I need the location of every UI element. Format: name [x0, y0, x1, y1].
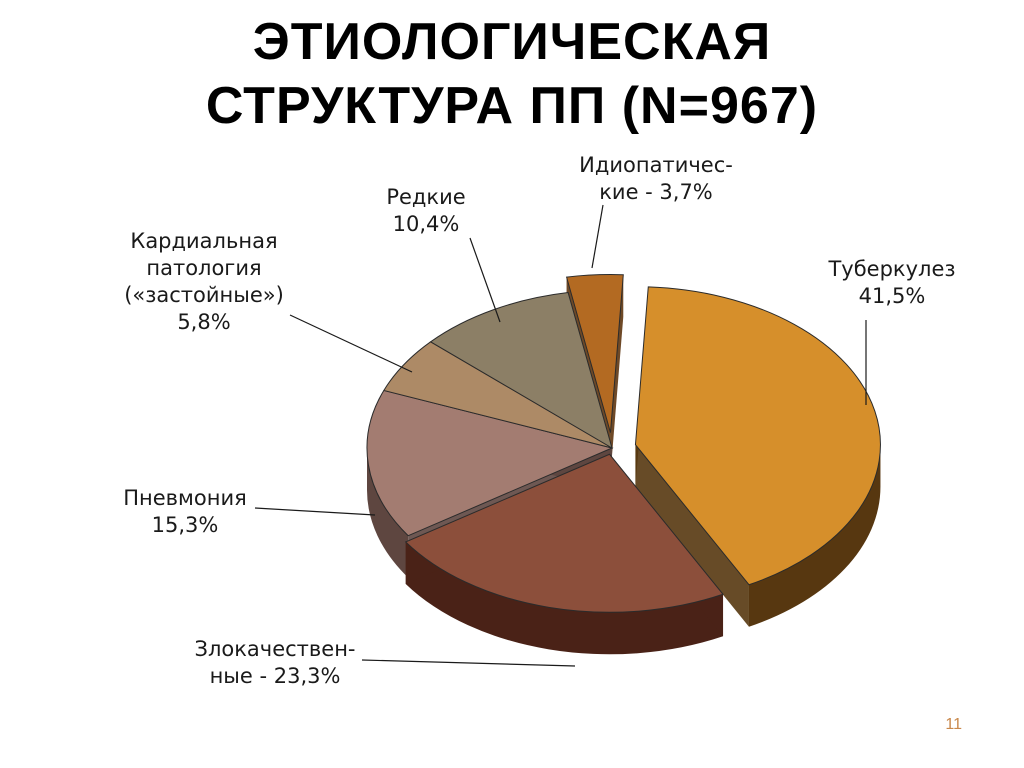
pie-slice-face-tb — [635, 444, 749, 627]
slice-label-pneumonia: 15,3% — [152, 513, 219, 537]
slice-label-cardiac: Кардиальная — [130, 229, 277, 253]
leader-line-cardiac — [289, 314, 413, 373]
slice-label-tb: Туберкулез — [827, 257, 955, 281]
pie-slice-side-tb — [748, 444, 881, 627]
pie-slice-idiopathic — [565, 274, 624, 433]
slice-label-rare: 10,4% — [393, 212, 460, 236]
page-number: 11 — [945, 716, 962, 733]
leader-line-malignant — [361, 659, 576, 667]
slice-label-pneumonia: Пневмония — [123, 486, 247, 510]
leader-line-pneumonia — [254, 507, 376, 516]
slide-title: ЭТИОЛОГИЧЕСКАЯ СТРУКТУРА ПП (N=967) — [0, 10, 1024, 138]
pie-slice-side-malignant — [405, 541, 724, 655]
slice-label-tb: 41,5% — [859, 284, 926, 308]
pie-slice-rare — [429, 292, 613, 450]
leader-line-rare — [469, 237, 501, 323]
leader-line-idiopathic — [591, 204, 604, 269]
pie-slice-face-idiopathic — [610, 274, 624, 475]
pie-slice-malignant — [404, 453, 724, 613]
slice-label-idiopathic: Идиопатичес- — [579, 153, 733, 177]
slide-title-line-2: СТРУКТУРА ПП (N=967) — [205, 77, 819, 135]
pie-slice-pneumonia — [366, 389, 614, 537]
slice-label-rare: Редкие — [386, 185, 465, 209]
slice-label-malignant: ные - 23,3% — [210, 664, 341, 688]
slice-label-idiopathic: кие - 3,7% — [599, 180, 713, 204]
slice-label-cardiac: («застойные») — [124, 283, 284, 307]
pie-slice-tb — [634, 286, 881, 586]
pie-slice-side-pneumonia — [367, 448, 409, 578]
slice-label-cardiac: 5,8% — [177, 310, 230, 334]
slice-label-cardiac: патология — [146, 256, 261, 280]
slide-title-line-1: ЭТИОЛОГИЧЕСКАЯ — [252, 13, 772, 71]
slice-label-malignant: Злокачествен- — [195, 637, 356, 661]
